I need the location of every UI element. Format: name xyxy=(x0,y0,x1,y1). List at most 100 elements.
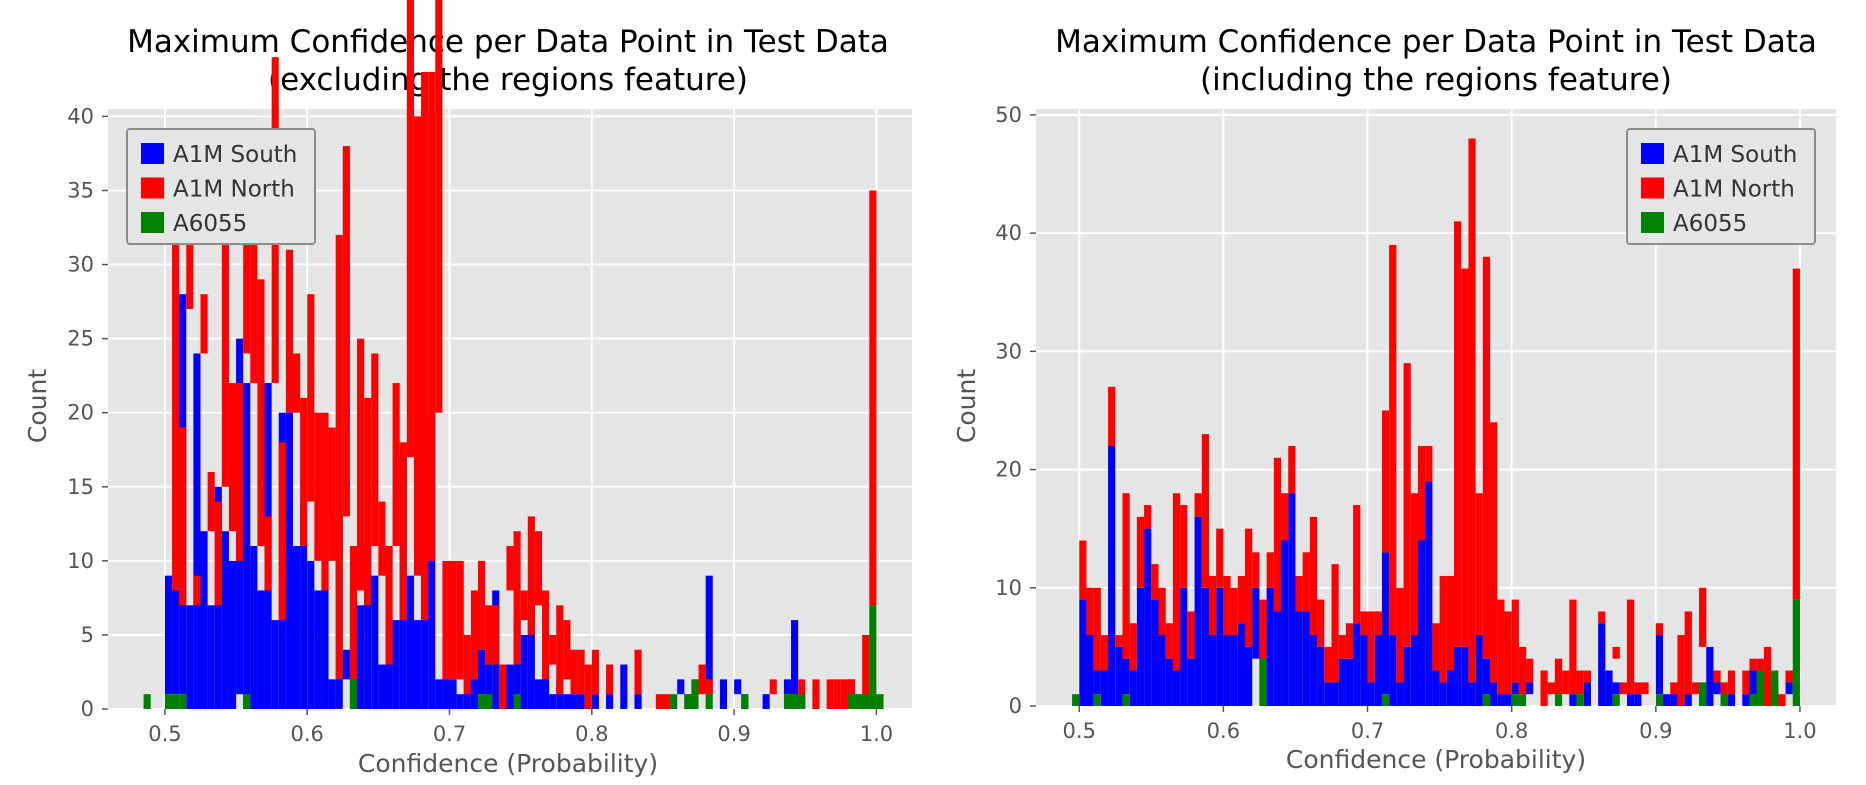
bar xyxy=(228,560,237,709)
bar xyxy=(1389,635,1397,706)
bar xyxy=(1655,694,1664,706)
bar xyxy=(285,249,293,413)
bar xyxy=(1619,682,1627,695)
bar xyxy=(1641,682,1649,695)
bar xyxy=(435,679,443,709)
bar xyxy=(492,605,500,665)
y-tick-label: 10 xyxy=(67,549,94,573)
bar xyxy=(449,679,457,709)
bar xyxy=(1187,658,1195,706)
bar xyxy=(1079,540,1087,600)
bar xyxy=(456,694,464,709)
bar xyxy=(335,234,343,680)
bar xyxy=(534,531,543,606)
bar xyxy=(485,694,493,709)
chart-right: Maximum Confidence per Data Point in Tes… xyxy=(952,24,1836,774)
x-tick-label: 0.7 xyxy=(433,722,466,746)
bar xyxy=(364,397,372,606)
bar xyxy=(1634,682,1642,695)
y-tick-label: 0 xyxy=(81,697,94,721)
bar xyxy=(1136,587,1145,706)
bar xyxy=(1252,552,1260,588)
bar xyxy=(1763,646,1772,706)
bar xyxy=(1562,670,1570,695)
bar xyxy=(662,694,671,709)
bar xyxy=(542,590,550,680)
bar xyxy=(691,679,699,709)
bar xyxy=(1295,611,1303,706)
bar xyxy=(1576,670,1584,695)
bar xyxy=(1381,552,1390,695)
bar xyxy=(1151,599,1159,706)
bar xyxy=(364,546,372,709)
bar xyxy=(847,679,856,695)
bar xyxy=(1396,587,1404,683)
bar xyxy=(1172,493,1181,671)
bar xyxy=(1655,635,1664,695)
bar xyxy=(1324,646,1332,683)
bar xyxy=(1266,587,1274,706)
y-tick-label: 0 xyxy=(1009,694,1022,718)
bar xyxy=(200,531,208,709)
bar xyxy=(1129,623,1137,671)
bar xyxy=(1454,646,1462,706)
bar xyxy=(1439,682,1447,706)
bar xyxy=(812,679,820,709)
bar xyxy=(1778,694,1786,706)
bar xyxy=(392,620,400,709)
bar xyxy=(236,383,244,561)
bar xyxy=(1626,694,1635,706)
bar xyxy=(328,427,336,561)
bar xyxy=(257,279,265,547)
bar xyxy=(1403,363,1411,647)
bar xyxy=(1792,268,1800,600)
bar xyxy=(1663,694,1671,706)
bar xyxy=(257,590,265,709)
bar xyxy=(1345,623,1354,659)
x-tick-label: 0.5 xyxy=(1063,719,1096,743)
bar xyxy=(1417,540,1426,706)
bar xyxy=(1482,694,1491,706)
bar xyxy=(1180,587,1188,706)
bar xyxy=(1331,564,1339,683)
bar xyxy=(1108,445,1116,706)
x-tick-label: 0.9 xyxy=(1639,719,1672,743)
bar xyxy=(862,634,870,709)
bar xyxy=(1374,635,1382,706)
legend-label: A1M South xyxy=(173,142,297,168)
bar xyxy=(1151,564,1159,600)
bar xyxy=(1093,670,1101,695)
legend: A1M South A1M North A6055 xyxy=(1626,128,1816,245)
legend-swatch xyxy=(141,143,164,164)
bar xyxy=(1410,493,1418,636)
bar xyxy=(1699,682,1707,706)
bar xyxy=(705,694,713,709)
bar xyxy=(1706,646,1714,706)
bar xyxy=(570,694,578,709)
bar xyxy=(243,383,251,709)
bar xyxy=(620,664,628,709)
bar xyxy=(1273,457,1282,612)
bar xyxy=(1771,670,1779,706)
bar xyxy=(1497,694,1505,706)
bar xyxy=(1497,599,1505,695)
y-tick-label: 25 xyxy=(67,327,94,351)
bar xyxy=(1216,587,1224,706)
bar xyxy=(1634,694,1642,706)
bar xyxy=(1086,587,1094,636)
bar xyxy=(1230,587,1238,636)
bar xyxy=(250,160,258,384)
bar xyxy=(1518,694,1527,706)
bar xyxy=(591,649,599,695)
bar xyxy=(1216,528,1224,588)
bar xyxy=(1439,575,1447,683)
series-a6055 xyxy=(143,605,884,709)
bar xyxy=(783,694,792,709)
bar xyxy=(193,353,201,709)
bar xyxy=(485,605,493,665)
series-a1m-north xyxy=(1079,138,1800,706)
chart-right-title-line1: Maximum Confidence per Data Point in Tes… xyxy=(1055,24,1817,60)
bar xyxy=(1410,635,1418,706)
x-tick-label: 0.7 xyxy=(1351,719,1384,743)
bar xyxy=(328,679,336,709)
